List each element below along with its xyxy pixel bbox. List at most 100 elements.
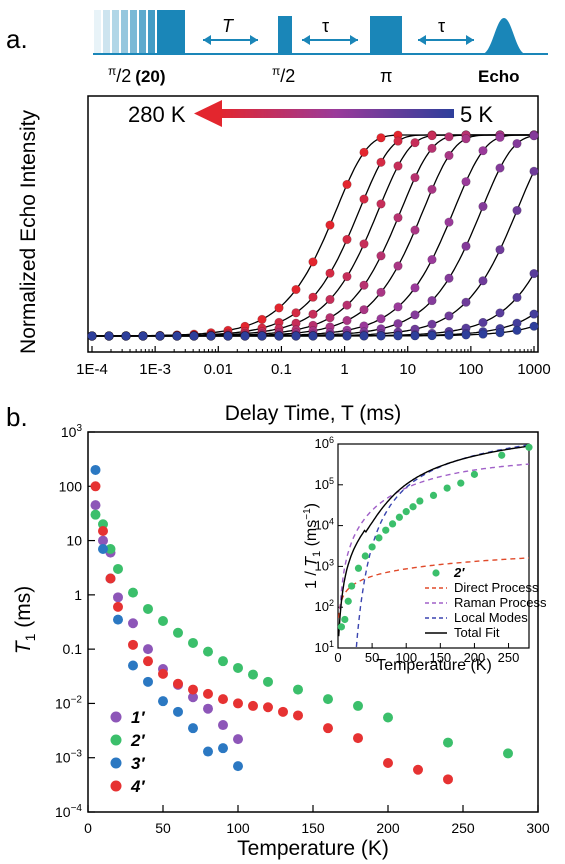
panel-b-ytick-label: 10−4 <box>55 803 82 820</box>
panel-a-data-point <box>257 314 267 324</box>
arrow-left-label: 280 K <box>128 102 186 127</box>
panel-a-xtick-label: 10 <box>399 361 416 378</box>
panel-b-data-point <box>173 678 183 689</box>
panel-a-data-point <box>512 325 522 335</box>
inset-data-point <box>457 479 465 487</box>
inset-data-point <box>348 582 356 590</box>
panel-a-data-point <box>529 131 539 141</box>
inset-data-point <box>388 520 397 528</box>
panel-b-data-point <box>173 706 183 717</box>
inset-xlabel: Temperature (K) <box>376 657 492 674</box>
panel-b-data-point <box>143 676 153 687</box>
inset-data-point <box>368 543 376 551</box>
panel-a-data-point <box>461 297 471 307</box>
panel-a-data-point <box>410 172 420 183</box>
panel-a-frame <box>87 95 539 353</box>
panel-a-data-point <box>308 331 318 341</box>
inset-chart: 0 50 100 150 200 250 101 102 103 104 105 106 2′Dire… <box>302 435 547 674</box>
legend-label: 4′ <box>130 777 145 796</box>
panel-a-data-point <box>495 328 505 338</box>
panel-b-data-point <box>203 746 213 757</box>
inset-frame <box>337 443 530 649</box>
panel-a-data-point <box>172 331 182 341</box>
panel-b-data-point <box>203 703 213 714</box>
panel-b-data-point <box>233 698 243 709</box>
panel-b-ytick-label: 10−3 <box>55 749 82 766</box>
panel-b-xtick-label: 0 <box>84 820 92 836</box>
panel-a-xtick-label: 1E-3 <box>139 361 171 378</box>
panel-a-data-point <box>308 257 318 267</box>
panel-a-data-point <box>393 302 403 312</box>
inset-data-point <box>402 508 410 516</box>
panel-b-data-point <box>353 733 363 744</box>
panel-a-data-point <box>342 179 352 190</box>
panel-b-data-point <box>113 601 123 612</box>
inset-data-point <box>341 615 349 624</box>
panel-a-data-point <box>444 311 454 321</box>
panel-a-data-point <box>427 295 437 306</box>
panel-a-data-point <box>410 310 420 320</box>
panel-a-data-point <box>291 284 301 295</box>
panel-b-data-point <box>188 684 198 695</box>
panel-a-label: a. <box>6 24 28 54</box>
panel-a-data-point <box>478 201 488 212</box>
panel-a-data-point <box>138 331 148 341</box>
panel-b-data-point <box>383 757 393 768</box>
panel-b-data-point <box>248 700 258 711</box>
panel-b-ytick-label: 100 <box>59 478 83 494</box>
local-modes-curve <box>355 444 530 647</box>
panel-a-data-point <box>325 331 335 341</box>
panel-b-data-point <box>143 656 153 667</box>
panel-a-data-point <box>308 292 318 302</box>
panel-b-data-point <box>233 662 243 673</box>
panel-b-data-point <box>188 692 198 703</box>
panel-b-data-point <box>188 637 198 648</box>
panel-a-points <box>87 130 539 341</box>
saturation-pulse-train <box>94 10 185 54</box>
inset-ylabel: 1 / T1 (ms−1) <box>302 503 323 589</box>
panel-b-data-point <box>278 706 288 717</box>
panel-a-data-point <box>461 241 471 251</box>
panel-a-xlabel: Delay Time, T (ms) <box>225 402 402 425</box>
panel-b-data-point <box>113 592 123 603</box>
pulse1-label: π/2 (20) <box>108 64 166 86</box>
panel-a-data-point <box>529 309 539 319</box>
inset-data-point <box>361 552 369 560</box>
panel-b-points <box>90 464 513 785</box>
panel-a-data-point <box>359 280 369 290</box>
inset-xtick-label: 100 <box>395 650 417 665</box>
panel-a-data-point <box>359 305 369 315</box>
panel-a-data-point <box>376 199 386 209</box>
legend-marker <box>110 734 122 746</box>
panel-a-data-point <box>512 292 522 303</box>
panel-a-data-point <box>121 331 131 341</box>
inset-data-point <box>395 513 403 521</box>
panel-b-data-point <box>105 573 116 584</box>
panel-b-ytick-label: 10 <box>66 533 82 549</box>
panel-a-data-point <box>274 331 284 341</box>
inset-ytick-label: 104 <box>315 517 334 533</box>
panel-a-data-point <box>240 331 250 341</box>
legend-label: 3′ <box>131 754 145 773</box>
panel-a-data-point <box>529 268 539 279</box>
inset-legend-label: 2′ <box>453 565 465 580</box>
panel-a-data-point <box>189 331 199 341</box>
panel-a-data-point <box>359 239 369 249</box>
arrow-right-label: 5 K <box>460 102 493 127</box>
inset-legend-label: Direct Process <box>454 580 539 595</box>
panel-b-xtick-label: 200 <box>376 820 400 836</box>
panel-a-data-point <box>410 225 420 235</box>
panel-b-data-point <box>113 563 123 574</box>
panel-b-ytick-label: 10−2 <box>55 694 82 711</box>
inset-ytick-label: 106 <box>315 435 334 451</box>
legend-label: 1′ <box>131 708 145 727</box>
panel-a-data-point <box>478 276 488 286</box>
panel-a-data-point <box>444 273 454 283</box>
panel-b-data-point <box>293 710 303 721</box>
panel-a-data-point <box>376 314 386 324</box>
panel-b-data-point <box>158 696 168 707</box>
delay-T-label: T <box>222 16 235 36</box>
panel-a-data-point <box>461 177 471 187</box>
inset-legend-label: Total Fit <box>454 625 500 640</box>
panel-b-data-point <box>98 543 108 554</box>
